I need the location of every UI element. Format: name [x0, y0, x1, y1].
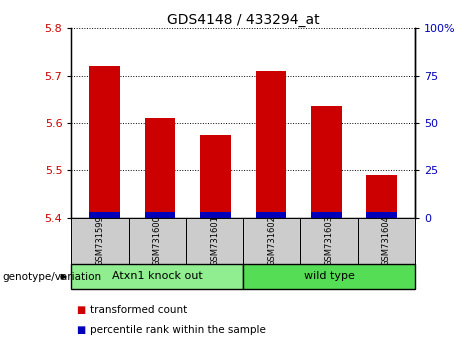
- Bar: [311, 107, 342, 218]
- Bar: [311, 212, 342, 218]
- Title: GDS4148 / 433294_at: GDS4148 / 433294_at: [167, 13, 319, 27]
- Text: GSM731599: GSM731599: [95, 215, 105, 266]
- Bar: [200, 135, 230, 218]
- Text: GSM731604: GSM731604: [382, 215, 391, 266]
- Bar: [366, 212, 397, 218]
- Bar: [256, 71, 286, 218]
- Bar: [71, 264, 243, 289]
- Text: percentile rank within the sample: percentile rank within the sample: [90, 325, 266, 335]
- Text: ■: ■: [76, 305, 85, 315]
- Bar: [243, 218, 301, 264]
- Bar: [129, 218, 186, 264]
- Bar: [256, 212, 286, 218]
- Bar: [243, 264, 415, 289]
- Text: Atxn1 knock out: Atxn1 knock out: [112, 271, 203, 281]
- Bar: [89, 66, 120, 218]
- Text: GSM731602: GSM731602: [267, 215, 276, 266]
- Bar: [200, 212, 230, 218]
- Bar: [301, 218, 358, 264]
- Bar: [186, 218, 243, 264]
- Bar: [366, 175, 397, 218]
- Text: genotype/variation: genotype/variation: [2, 272, 101, 282]
- Bar: [89, 212, 120, 218]
- Text: GSM731601: GSM731601: [210, 215, 219, 266]
- Bar: [358, 218, 415, 264]
- Text: GSM731600: GSM731600: [153, 215, 162, 266]
- Bar: [145, 118, 175, 218]
- Text: GSM731603: GSM731603: [325, 215, 334, 266]
- Bar: [145, 212, 175, 218]
- Bar: [71, 218, 129, 264]
- Text: ■: ■: [76, 325, 85, 335]
- Text: wild type: wild type: [304, 271, 355, 281]
- Text: transformed count: transformed count: [90, 305, 187, 315]
